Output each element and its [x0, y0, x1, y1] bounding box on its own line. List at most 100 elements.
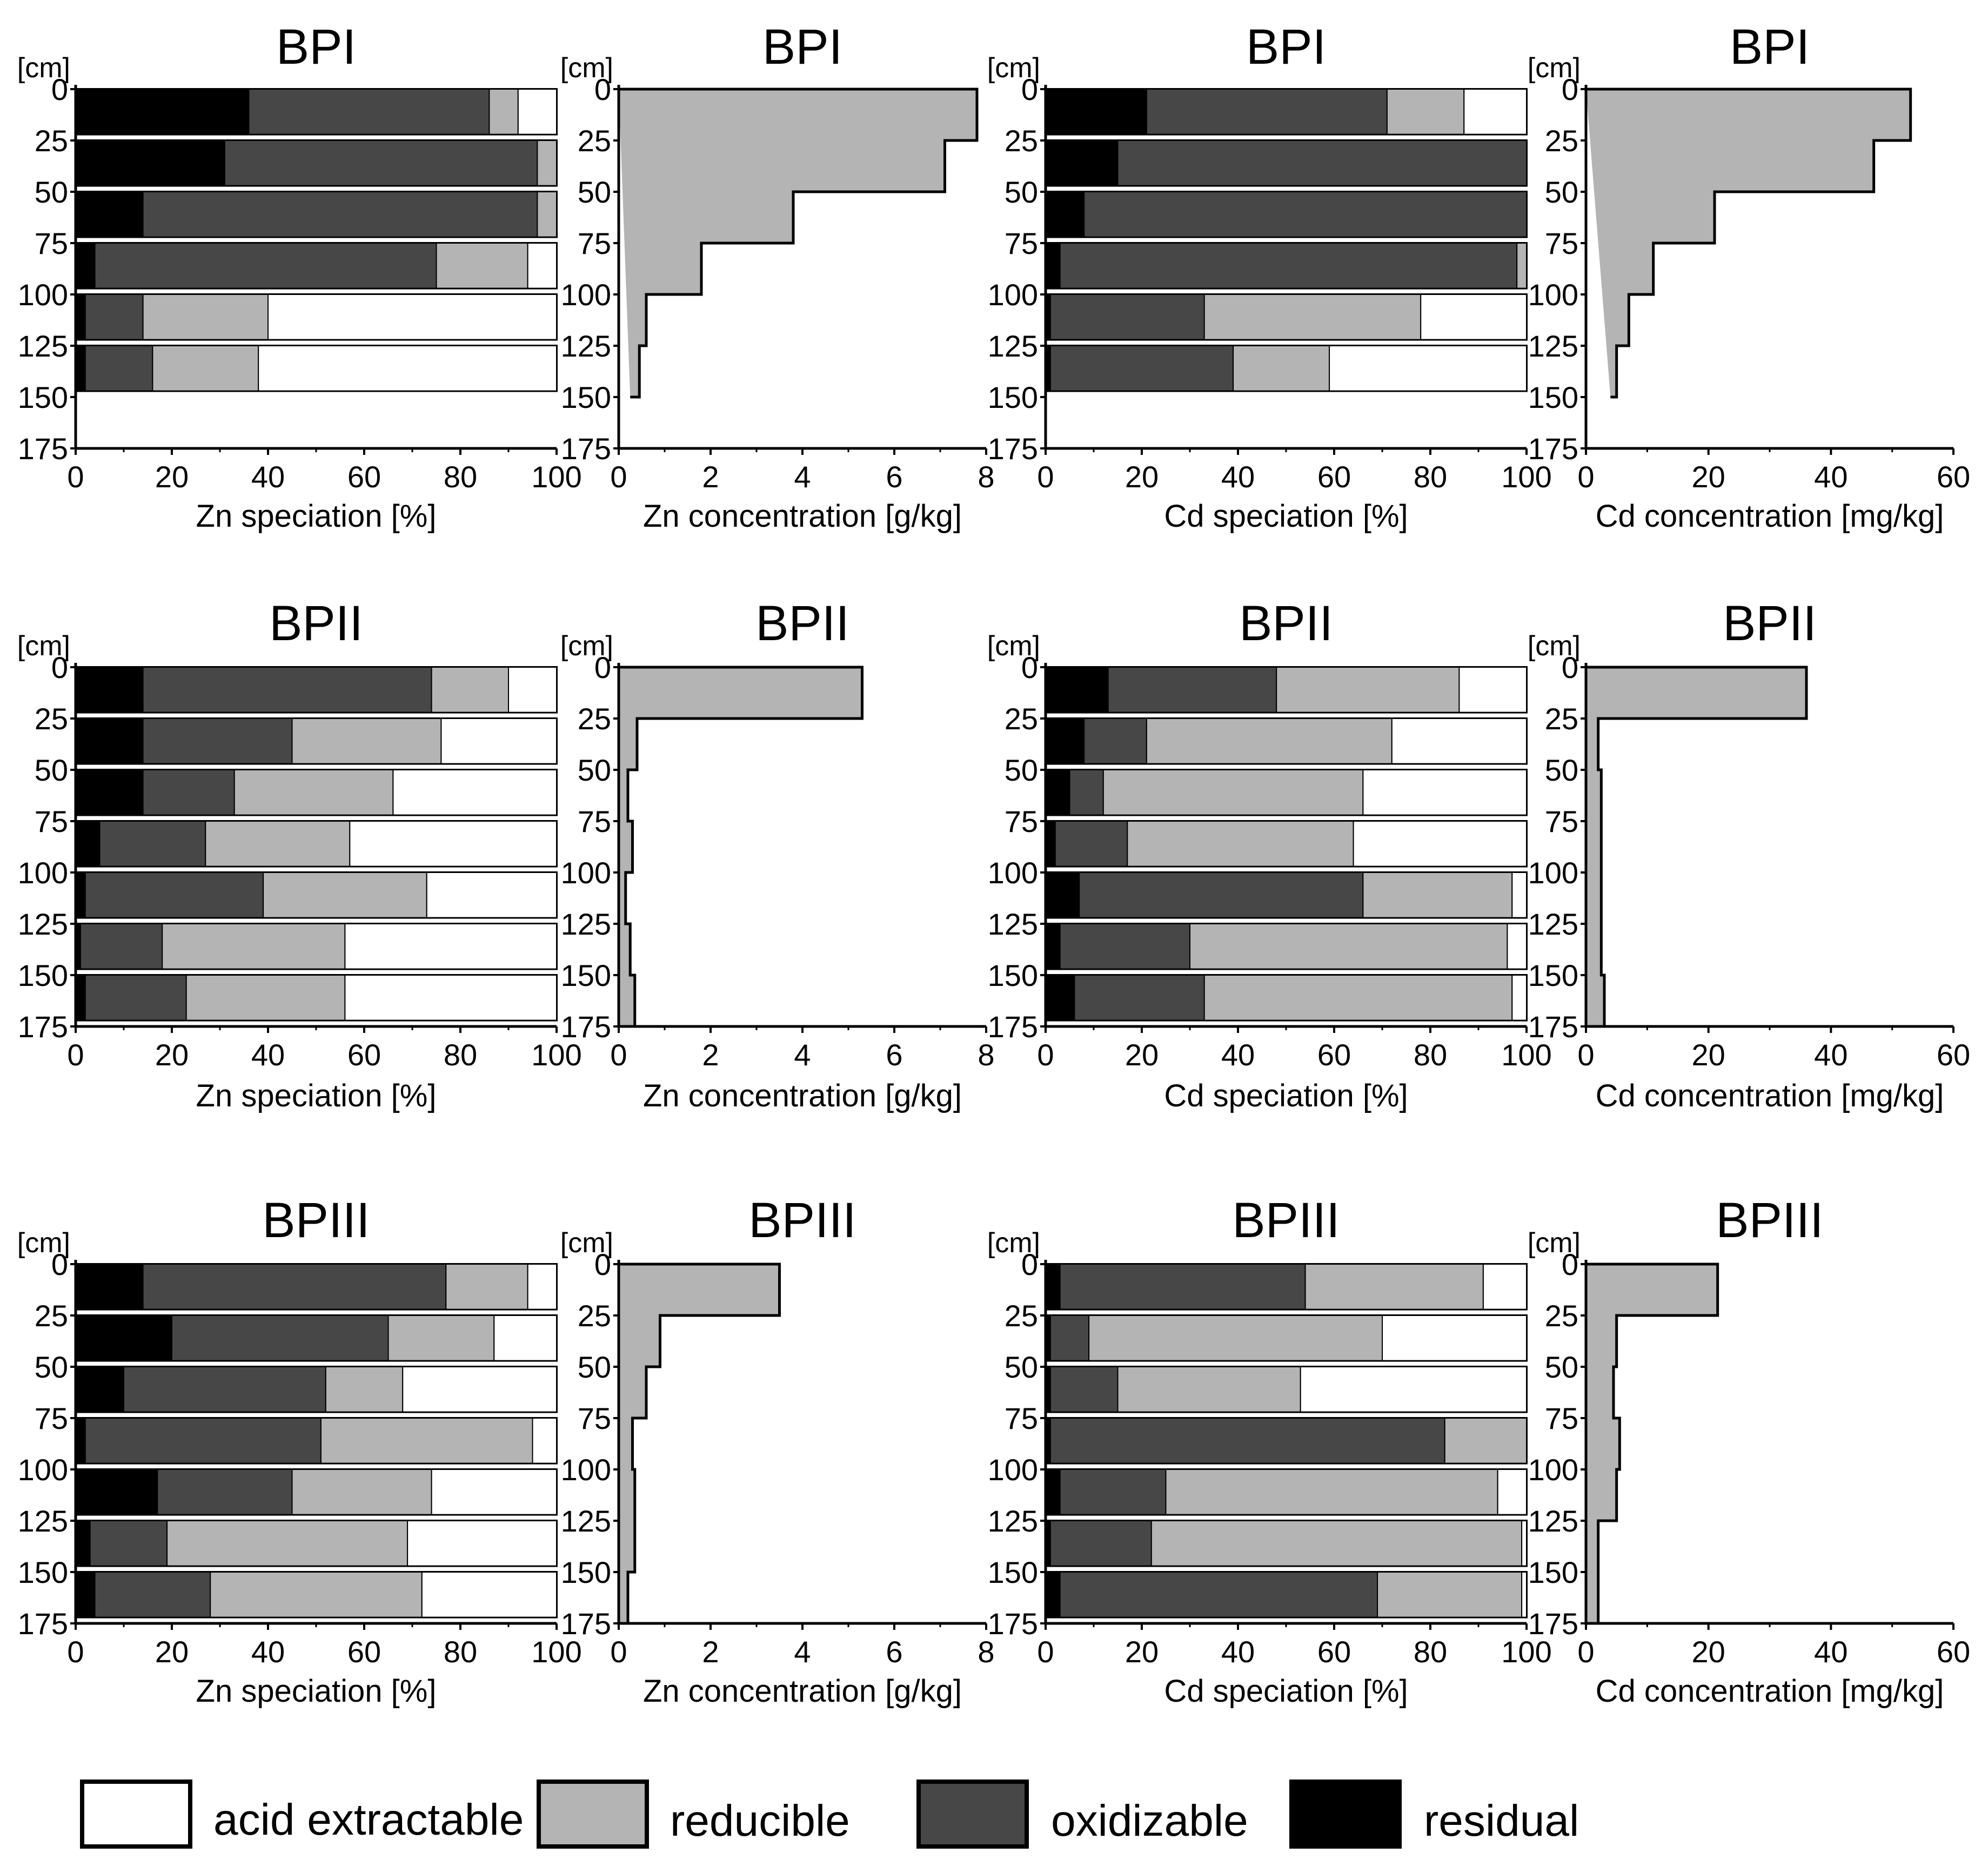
bar-segment-reducible: [142, 294, 269, 340]
x-tick-label: 60: [347, 460, 381, 494]
y-unit-label: [cm]: [17, 52, 70, 84]
bar-segment-acid-extractable: [349, 821, 557, 867]
bar-segment-reducible: [210, 1572, 423, 1618]
y-tick-label: 150: [1528, 380, 1578, 414]
bar-segment-oxidizable: [84, 345, 153, 392]
x-tick-label: 20: [1125, 1635, 1159, 1669]
x-axis-label: Cd concentration [mg/kg]: [1596, 1078, 1944, 1113]
x-tick-label: 40: [1221, 1635, 1255, 1669]
chart-title: BPII: [1723, 596, 1817, 651]
bar-segment-reducible: [1102, 769, 1364, 816]
bar-segment-reducible: [1117, 1366, 1301, 1413]
bar-segment-residual: [75, 1418, 86, 1464]
chart-title: BPI: [276, 19, 356, 75]
legend: acid extractable reducible oxidizable re…: [80, 1780, 1579, 1849]
bar-segment-reducible: [1203, 975, 1513, 1021]
bar-segment-reducible: [205, 821, 351, 867]
depth-bar: [1045, 1263, 1528, 1311]
x-tick-label: 60: [1937, 1635, 1970, 1669]
bar-segment-residual: [75, 1315, 172, 1361]
bar-segment-acid-extractable: [431, 1469, 557, 1515]
bar-segment-acid-extractable: [1300, 1366, 1527, 1413]
depth-bar: [75, 666, 558, 714]
bar-segment-reducible: [1516, 243, 1527, 289]
bar-segment-oxidizable: [94, 1572, 211, 1618]
depth-bar: [1045, 293, 1528, 341]
depth-bar: [1045, 1314, 1528, 1362]
bar-segment-residual: [1045, 872, 1080, 918]
x-tick-label: 100: [531, 460, 581, 494]
concentration-profile: [1584, 1263, 1719, 1625]
y-tick-label: 100: [988, 278, 1038, 312]
legend-label-reducible: reducible: [670, 1796, 850, 1845]
y-tick-label: 50: [1005, 1350, 1038, 1384]
concentration-profile: [617, 1263, 781, 1625]
x-tick-label: 0: [67, 460, 84, 494]
y-tick-label: 175: [18, 1607, 68, 1641]
y-tick-label: 175: [561, 1010, 611, 1044]
depth-bar: [1045, 1366, 1528, 1413]
x-tick-label: 40: [251, 1038, 285, 1072]
bar-segment-oxidizable: [171, 1315, 389, 1361]
y-tick-label: 50: [35, 753, 68, 787]
bar-segment-oxidizable: [1059, 923, 1190, 970]
bar-segment-residual: [75, 718, 144, 764]
bar-segment-oxidizable: [142, 191, 538, 238]
y-tick-label: 25: [1545, 702, 1578, 736]
depth-bar: [75, 1417, 558, 1465]
bar-segment-oxidizable: [84, 872, 264, 918]
bar-segment-acid-extractable: [508, 667, 557, 713]
bar-segment-residual: [75, 975, 86, 1021]
x-axis-label: Zn concentration [g/kg]: [643, 1078, 962, 1113]
bar-segment-acid-extractable: [407, 1520, 557, 1567]
x-tick-label: 0: [67, 1038, 84, 1072]
x-tick-label: 0: [67, 1635, 84, 1669]
x-tick-label: 4: [794, 1038, 811, 1072]
bar-segment-reducible: [152, 345, 259, 392]
bar-segment-acid-extractable: [392, 769, 558, 816]
x-tick-label: 20: [1692, 1038, 1725, 1072]
y-tick-label: 0: [594, 72, 611, 106]
x-tick-label: 40: [1221, 460, 1255, 494]
depth-bar: [1045, 139, 1528, 187]
bar-segment-residual: [1045, 243, 1061, 289]
bar-segment-residual: [1045, 140, 1119, 186]
bar-segment-oxidizable: [1054, 821, 1128, 867]
x-tick-label: 80: [444, 1038, 477, 1072]
x-axis-label: Zn concentration [g/kg]: [643, 499, 962, 534]
bar-segment-residual: [75, 294, 86, 340]
x-tick-label: 8: [978, 1635, 994, 1669]
chart-title: BPI: [762, 19, 842, 75]
x-tick-label: 20: [1692, 460, 1725, 494]
bar-segment-residual: [75, 89, 250, 135]
y-tick-label: 175: [18, 432, 68, 466]
bar-segment-oxidizable: [248, 89, 490, 135]
bar-segment-residual: [75, 1469, 158, 1515]
depth-bar: [1045, 769, 1528, 816]
x-tick-label: 0: [1037, 460, 1054, 494]
depth-bar: [75, 242, 558, 290]
bar-segment-acid-extractable: [1511, 872, 1528, 918]
y-tick-label: 100: [561, 278, 611, 312]
bar-segment-reducible: [1165, 1469, 1498, 1515]
y-unit-label: [cm]: [1528, 1227, 1581, 1259]
y-tick-label: 125: [561, 329, 611, 363]
x-tick-label: 40: [251, 1635, 285, 1669]
y-tick-label: 75: [1545, 1401, 1578, 1435]
y-tick-label: 25: [1545, 1299, 1578, 1333]
depth-bar: [1045, 345, 1528, 392]
y-tick-label: 175: [1528, 1607, 1578, 1641]
y-tick-label: 125: [1528, 329, 1578, 363]
bar-segment-oxidizable: [1074, 975, 1205, 1021]
bar-segment-acid-extractable: [1482, 1264, 1527, 1310]
y-tick-label: 100: [561, 856, 611, 890]
chart-title: BPII: [755, 596, 849, 651]
bar-segment-oxidizable: [1059, 243, 1518, 289]
x-tick-label: 80: [444, 1635, 477, 1669]
x-tick-label: 6: [886, 1635, 902, 1669]
depth-bar: [1045, 1417, 1528, 1465]
y-tick-label: 150: [561, 958, 611, 992]
